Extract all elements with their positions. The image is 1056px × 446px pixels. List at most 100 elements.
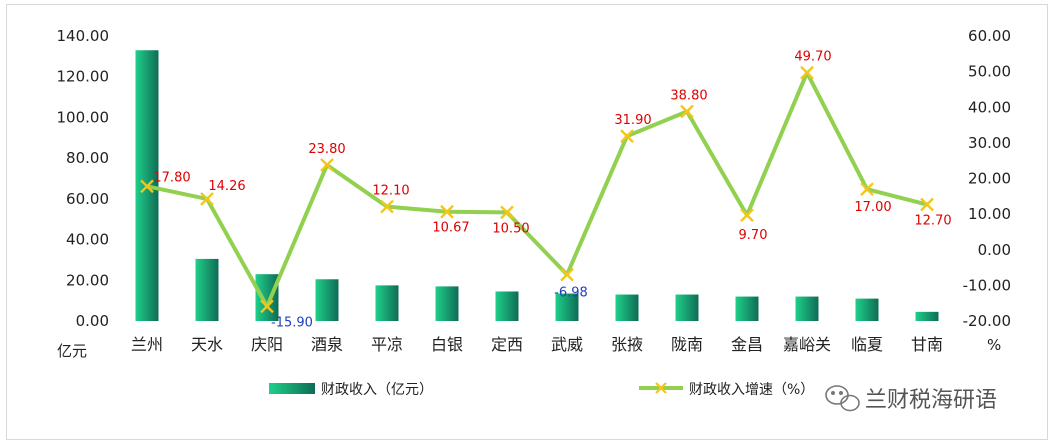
category-label: 嘉峪关	[783, 335, 831, 354]
bar	[675, 294, 699, 321]
line-point-stroke	[560, 267, 574, 282]
right-tick-label: -10.00	[963, 276, 1011, 294]
line-point-stroke	[140, 179, 154, 194]
right-tick-label: 0.00	[978, 241, 1011, 259]
category-label: 定西	[491, 335, 523, 354]
category-labels: 兰州 天水 庆阳 酒泉 平凉 白银 定西 武威 张掖 陇南 金昌 嘉峪关 临夏 甘南	[131, 335, 943, 354]
line-point	[500, 205, 514, 220]
data-label: 38.80	[670, 89, 707, 104]
bar-series	[135, 50, 939, 321]
data-label: 9.70	[739, 228, 768, 243]
line-point	[320, 158, 334, 172]
bar	[315, 279, 339, 321]
bar	[915, 311, 939, 321]
line-point-stroke	[200, 192, 214, 206]
line-point-stroke	[320, 158, 334, 172]
left-tick-label: 120.00	[57, 68, 110, 86]
right-axis-unit: %	[987, 336, 1001, 354]
left-axis: 0.00 20.00 40.00 60.00 80.00 100.00 120.00 140.…	[57, 27, 110, 330]
right-tick-label: 20.00	[968, 170, 1011, 188]
bar	[375, 285, 399, 321]
bar	[855, 298, 879, 321]
line-point	[920, 197, 934, 212]
data-label: 14.26	[208, 179, 245, 194]
left-tick-label: 80.00	[66, 149, 109, 167]
data-label: 10.50	[492, 221, 529, 236]
line-point	[200, 192, 214, 206]
left-axis-unit: 亿元	[57, 342, 87, 360]
wechat-icon	[825, 385, 860, 412]
bar	[735, 296, 759, 321]
line-point	[560, 267, 574, 282]
data-label: 49.70	[794, 50, 831, 65]
line-point-stroke	[740, 208, 754, 223]
bar	[555, 293, 579, 321]
data-label: -15.90	[271, 315, 313, 330]
legend-bar-swatch	[269, 383, 315, 394]
category-label: 陇南	[671, 335, 703, 354]
bar	[435, 286, 459, 321]
data-label: 17.80	[153, 170, 190, 185]
category-label: 张掖	[611, 335, 643, 354]
right-tick-label: 30.00	[968, 134, 1011, 152]
left-tick-label: 140.00	[57, 27, 110, 45]
right-tick-label: -20.00	[963, 312, 1011, 330]
category-label: 酒泉	[311, 335, 343, 354]
data-label: 17.00	[854, 200, 891, 215]
data-labels: 17.80 14.26 -15.90 23.80 12.10 10.67 10.50 -6.9…	[153, 50, 951, 331]
right-tick-label: 10.00	[968, 205, 1011, 223]
combo-chart: 0.00 20.00 40.00 60.00 80.00 100.00 120.00 140.…	[57, 27, 1012, 413]
line-point-stroke	[800, 65, 814, 80]
category-label: 金昌	[731, 335, 763, 354]
legend-line-marker	[655, 382, 667, 394]
legend-line-label: 财政收入增速（%）	[689, 382, 814, 398]
line-point	[800, 65, 814, 80]
line-series	[140, 65, 934, 314]
bar	[495, 291, 519, 321]
line-point	[860, 182, 874, 197]
data-label: 23.80	[308, 142, 345, 157]
category-label: 甘南	[911, 335, 943, 354]
bar	[795, 296, 819, 321]
category-label: 庆阳	[251, 335, 283, 354]
legend-bar-label: 财政收入（亿元）	[321, 382, 433, 398]
line-point-stroke	[680, 104, 694, 119]
category-label: 武威	[551, 335, 583, 354]
line-point-stroke	[260, 299, 274, 314]
left-tick-label: 0.00	[76, 312, 109, 330]
bar	[255, 274, 279, 321]
right-tick-label: 60.00	[968, 27, 1011, 45]
data-label: 10.67	[432, 221, 469, 236]
line-point-stroke	[620, 129, 634, 143]
bar	[195, 258, 219, 321]
line-point	[140, 179, 154, 194]
line-point	[740, 208, 754, 223]
category-label: 临夏	[851, 335, 883, 354]
bar	[615, 294, 639, 321]
line-point-stroke	[380, 199, 394, 214]
right-tick-label: 50.00	[968, 63, 1011, 81]
line-point	[440, 204, 454, 219]
line-point	[260, 299, 274, 314]
category-label: 兰州	[131, 335, 163, 354]
category-label: 平凉	[371, 335, 403, 354]
chart-frame: 0.00 20.00 40.00 60.00 80.00 100.00 120.00 140.…	[6, 4, 1048, 440]
line-point	[680, 104, 694, 119]
line-point	[620, 129, 634, 143]
right-tick-label: 40.00	[968, 98, 1011, 116]
data-label: 12.10	[372, 184, 409, 199]
left-tick-label: 100.00	[57, 108, 110, 126]
growth-line	[146, 70, 928, 309]
data-label: 12.70	[914, 214, 951, 229]
left-tick-label: 20.00	[66, 271, 109, 289]
watermark-text: 兰财税海研语	[865, 388, 997, 413]
data-label: -6.98	[554, 286, 588, 301]
left-tick-label: 60.00	[66, 190, 109, 208]
data-label: 31.90	[614, 113, 651, 128]
right-axis: -20.00 -10.00 0.00 10.00 20.00 30.00 40.00 50.0…	[963, 27, 1011, 330]
line-point	[380, 199, 394, 214]
line-point-stroke	[860, 182, 874, 197]
category-label: 天水	[191, 335, 223, 354]
category-label: 白银	[431, 335, 463, 354]
line-point-stroke	[500, 205, 514, 220]
